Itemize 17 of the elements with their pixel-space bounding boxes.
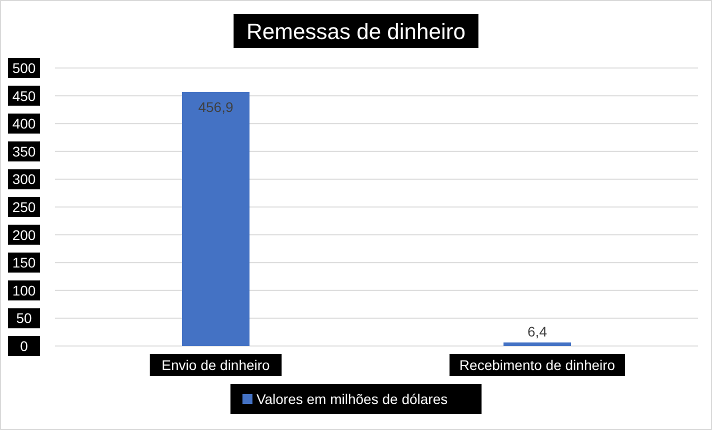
- x-tick-label: Recebimento de dinheiro: [459, 357, 616, 373]
- y-tick-label: 150: [12, 254, 36, 271]
- y-tick-label: 0: [20, 338, 28, 354]
- y-tick-label: 400: [12, 116, 36, 132]
- data-label: 6,4: [528, 323, 548, 340]
- y-tick-label: 200: [12, 226, 36, 243]
- y-tick-label: 50: [16, 310, 32, 326]
- x-tick-label: Envio de dinheiro: [162, 357, 270, 373]
- y-tick-label: 300: [12, 171, 36, 188]
- chart-title: Remessas de dinheiro: [246, 19, 466, 44]
- data-label: 456,9: [198, 98, 234, 115]
- legend-label: Valores em milhões de dólares: [256, 391, 448, 407]
- y-tick-label: 500: [12, 60, 36, 76]
- y-tick-label: 250: [12, 199, 36, 215]
- y-tick-label: 350: [12, 143, 36, 160]
- y-tick-label: 450: [12, 88, 36, 104]
- y-tick-label: 100: [12, 282, 36, 298]
